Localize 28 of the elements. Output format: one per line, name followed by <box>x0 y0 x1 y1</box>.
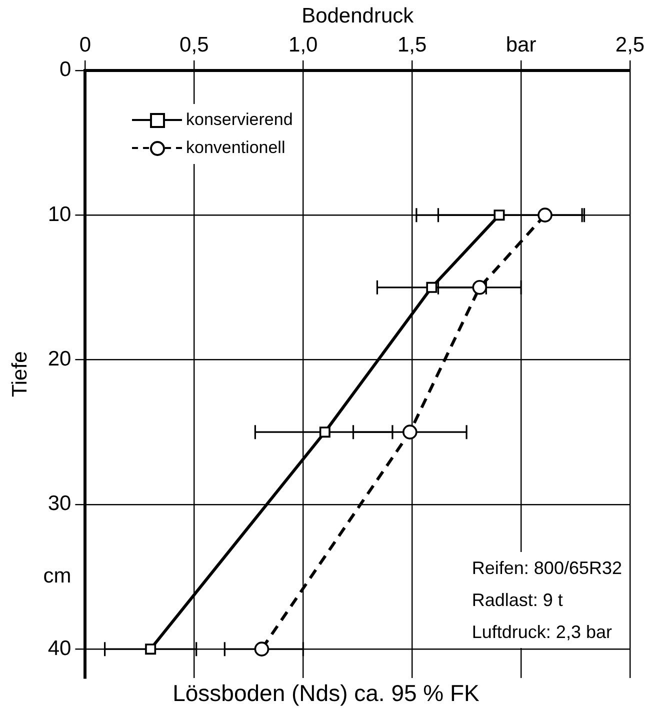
annotation: Reifen: 800/65R32 <box>472 557 622 580</box>
point <box>472 280 488 295</box>
x-tick-label: bar <box>506 34 536 57</box>
y-tick-label: cm <box>43 564 72 588</box>
annotation: Radlast: 9 t <box>472 589 564 612</box>
point <box>145 644 156 655</box>
point <box>254 642 270 656</box>
point <box>402 424 418 440</box>
y-tick-label: 10 <box>48 202 72 226</box>
y-tick-label: 40 <box>48 636 72 660</box>
text: Lössboden (Nds) ca. 95 % FK <box>172 680 480 707</box>
x-tick-label: 2,5 <box>615 34 645 57</box>
y-tick-label: 30 <box>48 492 72 516</box>
y-tick-label: 20 <box>48 348 72 371</box>
x-tick-label: 1,5 <box>397 34 427 57</box>
x-tick-label: 0,5 <box>180 34 209 57</box>
point <box>426 282 438 293</box>
point <box>538 208 552 222</box>
point <box>319 426 330 438</box>
legend-label: konservierend <box>186 110 293 130</box>
x-axis-title: Bodendruck <box>302 4 414 28</box>
annotation: Luftdruck: 2,3 bar <box>472 621 613 644</box>
y-axis-title: Tiefe <box>8 351 32 398</box>
x-tick-label: 0 <box>79 34 92 57</box>
y-tick-label: 0 <box>60 58 72 82</box>
legend-label: konventionell <box>186 138 286 158</box>
x-tick-label: 1,0 <box>288 34 318 57</box>
point <box>494 210 505 221</box>
